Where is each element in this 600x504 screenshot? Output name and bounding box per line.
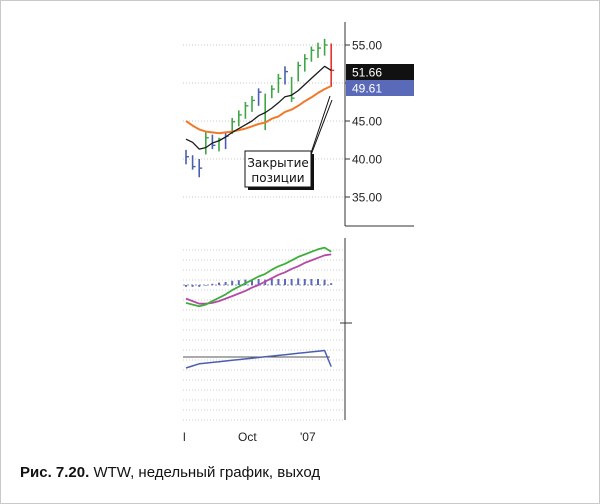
last-price-label-box xyxy=(346,64,414,80)
ema-price-label-box xyxy=(346,80,414,96)
price-bar xyxy=(205,132,209,155)
price-bar xyxy=(277,73,282,93)
time-tick-label: '07 xyxy=(300,430,316,444)
callout-box xyxy=(244,150,312,188)
figure-caption-text: WTW, недельный график, выход xyxy=(93,464,321,481)
price-tick-label: 40.00 xyxy=(352,153,382,167)
exit-callout: Закрытие позиции xyxy=(244,95,333,190)
price-bar xyxy=(330,43,335,87)
price-tick-label: 45.00 xyxy=(352,115,382,129)
time-tick-label: l xyxy=(183,430,186,444)
price-bar xyxy=(185,149,189,165)
price-tick-label: 35.00 xyxy=(352,191,382,205)
last-price-label: 51.66 xyxy=(352,66,382,80)
price-bar xyxy=(238,110,242,127)
callout-shadow-bottom xyxy=(248,187,314,190)
price-bar xyxy=(211,134,216,150)
grid-lines xyxy=(183,44,352,421)
price-bar xyxy=(317,42,321,58)
price-bar xyxy=(284,66,288,85)
macd-line xyxy=(185,246,332,308)
price-bar xyxy=(297,61,302,82)
fast-ema-line xyxy=(185,65,332,150)
callout-line-2: позиции xyxy=(251,171,304,185)
price-bar xyxy=(198,159,203,178)
price-bar xyxy=(303,54,308,72)
figure-caption: Рис. 7.20. WTW, недельный график, выход xyxy=(20,464,320,481)
price-bar xyxy=(310,46,315,62)
price-bar xyxy=(257,88,262,106)
ema-price-label: 49.61 xyxy=(352,82,382,96)
figure-label: Рис. 7.20. xyxy=(20,464,90,481)
price-bar xyxy=(244,102,249,119)
price-bar xyxy=(191,155,196,170)
force-index-panel xyxy=(183,349,332,369)
callout-shadow-right xyxy=(311,154,314,190)
price-bar xyxy=(251,95,255,112)
price-bar xyxy=(290,76,295,102)
callout-line-1: Закрытие xyxy=(247,156,309,170)
macd-panel xyxy=(183,246,333,308)
price-bar xyxy=(224,131,229,150)
price-bars xyxy=(185,38,335,178)
force-index-line xyxy=(185,349,332,369)
time-tick-label: Oct xyxy=(238,430,257,444)
time-axis: l Oct '07 xyxy=(183,430,316,444)
price-bar xyxy=(323,38,328,56)
moving-averages xyxy=(185,65,332,150)
price-tick-label: 55.00 xyxy=(352,39,382,53)
price-bar xyxy=(270,85,275,99)
slow-ema-line xyxy=(185,85,332,135)
